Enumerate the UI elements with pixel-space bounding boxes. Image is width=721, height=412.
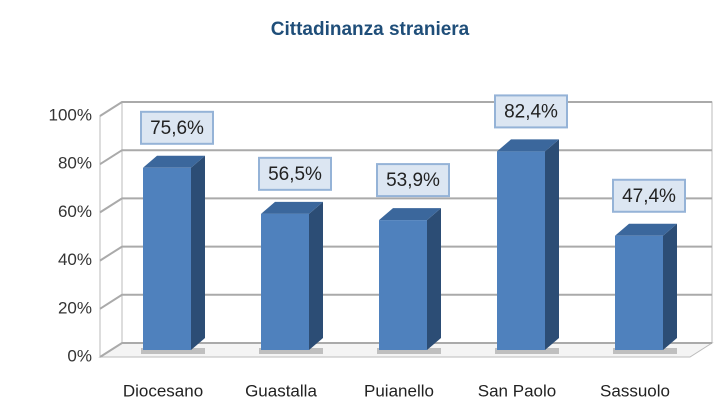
bar <box>143 167 191 350</box>
bar-side <box>309 201 323 350</box>
data-label: 47,4% <box>622 186 676 207</box>
bar <box>615 235 663 350</box>
y-tick-label: 0% <box>67 346 92 365</box>
data-label-box <box>494 94 568 129</box>
x-tick-label: San Paolo <box>478 381 556 400</box>
bar-top <box>143 155 205 168</box>
bar <box>379 220 427 350</box>
bar-shadow <box>613 348 677 354</box>
bar-shadow <box>377 348 441 354</box>
x-tick-label: Diocesano <box>123 381 203 400</box>
bar-shadow <box>259 348 323 354</box>
bar-side <box>191 155 205 350</box>
data-label-box <box>612 178 686 213</box>
bar-top <box>261 201 323 214</box>
data-label: 53,9% <box>386 170 440 191</box>
data-label: 75,6% <box>150 118 204 139</box>
data-label: 82,4% <box>504 101 558 122</box>
data-label-box <box>258 156 332 191</box>
bar-side <box>663 223 677 350</box>
bar-side <box>427 208 441 350</box>
bar-top <box>615 223 677 236</box>
y-tick-label: 40% <box>58 250 92 269</box>
data-label-box <box>376 163 450 198</box>
bar <box>497 151 545 350</box>
x-tick-label: Sassuolo <box>600 381 670 400</box>
y-tick-label: 80% <box>58 154 92 173</box>
bar-top <box>379 208 441 221</box>
bar-top <box>497 139 559 152</box>
bar-shadow <box>495 348 559 354</box>
bar <box>261 213 309 350</box>
y-tick-label: 60% <box>58 202 92 221</box>
data-label-box <box>140 110 214 145</box>
bar-shadow <box>141 348 205 354</box>
chart-title: Cittadinanza straniera <box>271 19 470 40</box>
side-wall <box>99 101 123 358</box>
y-tick-label: 100% <box>49 105 92 124</box>
x-tick-label: Puianello <box>364 381 434 400</box>
x-tick-label: Guastalla <box>245 381 317 400</box>
data-label: 56,5% <box>268 164 322 185</box>
bar-side <box>545 139 559 350</box>
y-tick-label: 20% <box>58 298 92 317</box>
